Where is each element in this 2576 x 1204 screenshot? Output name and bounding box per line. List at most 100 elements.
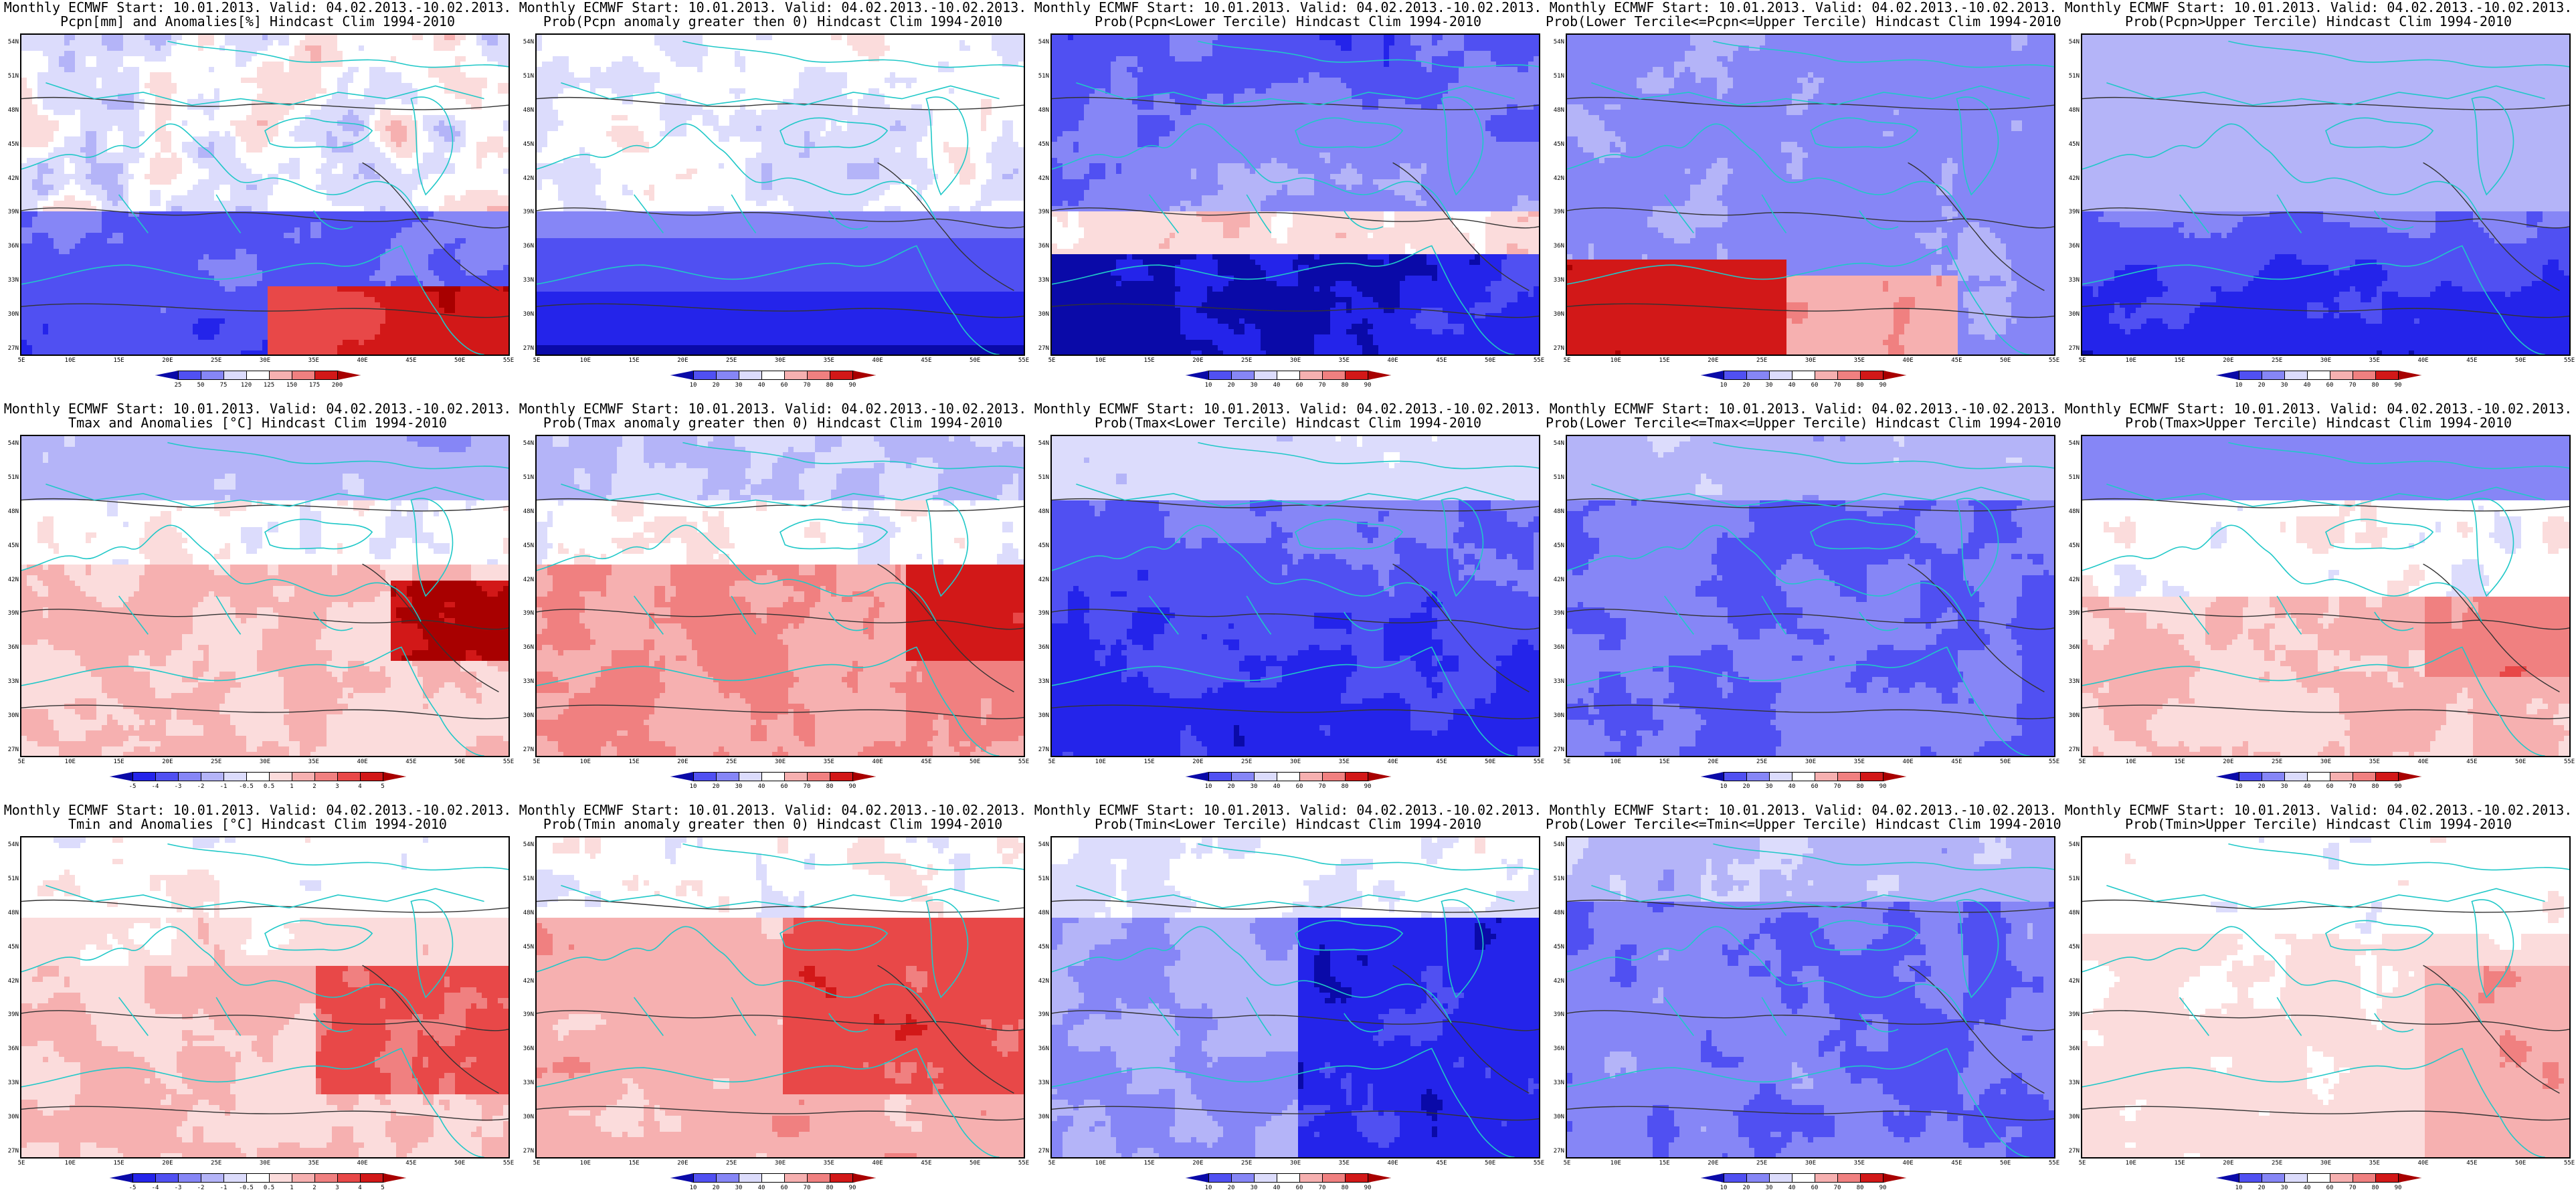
longitude-label: 30E	[260, 357, 270, 364]
latitude-label: 27N	[1030, 1148, 1049, 1155]
longitude-label: 50E	[2515, 1160, 2526, 1167]
colorbar-label: 30	[1251, 382, 1258, 389]
longitude-label: 15E	[1143, 1160, 1154, 1167]
colorbar-swatch	[2375, 772, 2399, 781]
colorbar-label: 80	[1342, 783, 1349, 790]
longitude-label: 45E	[1951, 1160, 1962, 1167]
colorbar-label: -2	[197, 1185, 205, 1191]
latitude-label: 39N	[2061, 1011, 2080, 1018]
colorbar-label: -0.5	[239, 783, 254, 790]
colorbar-label: 5	[381, 783, 384, 790]
colorbar-swatch	[807, 1173, 830, 1183]
panel-title-line2: Prob(Tmin>Upper Tercile) Hindcast Clim 1…	[2061, 817, 2576, 831]
colorbar-swatch	[1769, 772, 1792, 781]
forecast-panel: Monthly ECMWF Start: 10.01.2013. Valid: …	[1546, 803, 2061, 1204]
colorbar-swatch	[1299, 371, 1323, 380]
forecast-map	[20, 33, 510, 356]
latitude-label: 36N	[1030, 1045, 1049, 1052]
latitude-label: 39N	[1546, 209, 1564, 215]
longitude-label: 55E	[503, 759, 514, 765]
longitude-label: 40E	[872, 759, 883, 765]
longitude-label: 20E	[677, 759, 688, 765]
longitude-label: 15E	[1659, 759, 1669, 765]
colorbar: 10 20 30 40 60 70 80 90	[1701, 371, 1906, 391]
colorbar-label: 90	[849, 382, 856, 389]
longitude-label: 55E	[2049, 357, 2059, 364]
latitude-label: 51N	[1546, 876, 1564, 882]
longitude-label: 30E	[775, 1160, 786, 1167]
latitude-label: 30N	[0, 712, 19, 719]
colorbar-label: 90	[1879, 1185, 1887, 1191]
longitude-label: 20E	[1192, 759, 1203, 765]
longitude-label: 5E	[1564, 357, 1571, 364]
colorbar-swatch	[693, 1173, 717, 1183]
colorbar-swatch	[1724, 772, 1747, 781]
longitude-label: 10E	[1611, 1160, 1621, 1167]
colorbar-label: 40	[1788, 382, 1796, 389]
longitude-label: 5E	[2079, 759, 2086, 765]
colorbar-label: 80	[2372, 1185, 2379, 1191]
latitude-label: 45N	[515, 141, 534, 148]
colorbar-label: 40	[2304, 783, 2311, 790]
colorbar-swatch	[830, 371, 853, 380]
colorbar-label: 90	[1364, 783, 1372, 790]
colorbar-label: 80	[1342, 382, 1349, 389]
latitude-label: 48N	[1546, 910, 1564, 916]
longitude-label: 15E	[1143, 357, 1154, 364]
longitude-label: 25E	[211, 357, 221, 364]
colorbar-label: 10	[690, 783, 697, 790]
latitude-label: 30N	[515, 311, 534, 318]
longitude-label: 30E	[260, 759, 270, 765]
latitude-label: 48N	[0, 107, 19, 114]
latitude-label: 39N	[2061, 610, 2080, 617]
longitude-label: 30E	[260, 1160, 270, 1167]
panel-title-line2: Prob(Pcpn anomaly greater then 0) Hindca…	[515, 14, 1030, 29]
colorbar-label: 70	[2349, 382, 2357, 389]
colorbar-swatch	[2398, 772, 2421, 781]
colorbar-label: 70	[1319, 382, 1326, 389]
colorbar-swatch	[269, 371, 292, 380]
longitude-label: 5E	[533, 759, 541, 765]
latitude-label: 42N	[515, 978, 534, 985]
colorbar-swatch	[1792, 371, 1815, 380]
latitude-label: 39N	[1030, 610, 1049, 617]
colorbar-label: 30	[735, 1185, 743, 1191]
longitude-label: 40E	[357, 357, 367, 364]
colorbar-label: 40	[758, 382, 765, 389]
longitude-label: 5E	[533, 357, 541, 364]
colorbar-label: 20	[1228, 783, 1235, 790]
colorbar-label: 10	[1205, 382, 1212, 389]
colorbar-label: 60	[1296, 783, 1303, 790]
colorbar-swatch	[2353, 371, 2376, 380]
latitude-label: 27N	[0, 1148, 19, 1155]
colorbar-label: 90	[1364, 382, 1372, 389]
colorbar-label: 60	[2326, 783, 2334, 790]
map-field-svg	[1567, 436, 2054, 756]
latitude-label: 54N	[1546, 841, 1564, 848]
colorbar-swatch	[246, 772, 270, 781]
latitude-label: 39N	[1546, 1011, 1564, 1018]
latitude-label: 30N	[1030, 311, 1049, 318]
colorbar-swatch	[1208, 772, 1232, 781]
latitude-label: 42N	[515, 577, 534, 583]
colorbar-label: 20	[1743, 783, 1750, 790]
panel-title-line2: Tmin and Anomalies [°C] Hindcast Clim 19…	[0, 817, 515, 831]
latitude-label: 54N	[2061, 440, 2080, 447]
latitude-label: 30N	[2061, 1114, 2080, 1120]
latitude-label: 27N	[2061, 746, 2080, 753]
colorbar-swatch	[1208, 371, 1232, 380]
longitude-label: 5E	[1048, 759, 1056, 765]
longitude-label: 30E	[1805, 759, 1816, 765]
longitude-label: 30E	[1290, 357, 1301, 364]
colorbar-label: -4	[152, 1185, 159, 1191]
latitude-label: 48N	[1030, 910, 1049, 916]
longitude-label: 55E	[1534, 1160, 1544, 1167]
colorbar-swatch	[693, 772, 717, 781]
colorbar-swatch	[2330, 371, 2353, 380]
longitude-label: 10E	[1095, 759, 1106, 765]
colorbar-label: 20	[1228, 1185, 1235, 1191]
colorbar-label: 1	[290, 1185, 293, 1191]
longitude-label: 40E	[357, 1160, 367, 1167]
colorbar-swatch	[2284, 1173, 2308, 1183]
longitude-label: 30E	[775, 759, 786, 765]
